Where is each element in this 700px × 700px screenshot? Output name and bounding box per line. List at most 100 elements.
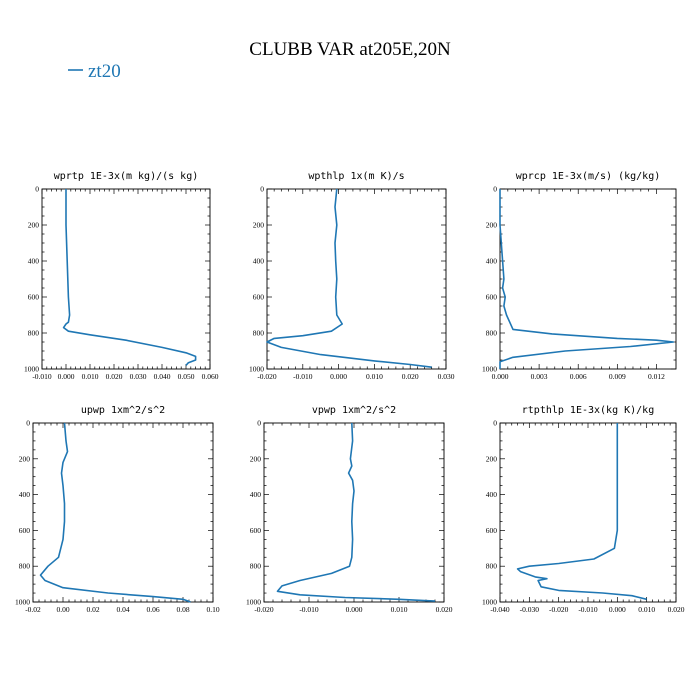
x-tick-label: -0.010 xyxy=(578,605,598,614)
x-tick-label: 0.06 xyxy=(146,605,159,614)
x-tick-label: 0.010 xyxy=(82,372,99,381)
panel-title: rtpthlp 1E-3x(kg K)/kg xyxy=(522,405,654,416)
x-tick-label: 0.000 xyxy=(609,605,626,614)
x-tick-label: 0.020 xyxy=(106,372,123,381)
x-tick-label: 0.060 xyxy=(202,372,219,381)
x-tick-label: 0.030 xyxy=(438,372,455,381)
x-tick-label: -0.010 xyxy=(299,605,319,614)
y-tick-label: 0 xyxy=(26,419,30,428)
y-tick-label: 800 xyxy=(253,329,265,338)
y-tick-label: 400 xyxy=(253,257,265,266)
y-tick-label: 1000 xyxy=(15,598,30,607)
x-tick-label: 0.04 xyxy=(116,605,129,614)
plot-frame xyxy=(266,188,447,370)
legend: zt20 xyxy=(68,61,121,82)
y-tick-label: 1000 xyxy=(482,598,497,607)
x-tick-label: 0.020 xyxy=(402,372,419,381)
chart-panel-6: rtpthlp 1E-3x(kg K)/kg02004006008001000-… xyxy=(482,405,685,614)
x-tick-label: 0.010 xyxy=(638,605,655,614)
series-line xyxy=(62,189,197,366)
y-tick-label: 400 xyxy=(486,490,498,499)
x-tick-label: 0.000 xyxy=(346,605,363,614)
x-tick-label: -0.020 xyxy=(257,372,277,381)
y-tick-label: 1000 xyxy=(24,365,39,374)
x-tick-label: 0.040 xyxy=(154,372,171,381)
chart-panel-4: upwp 1xm^2/s^2 0 200 400 600 800 1000-0.02 0.00… xyxy=(15,405,220,614)
x-tick-label: 0.08 xyxy=(176,605,189,614)
panel-title: upwp 1xm^2/s^2 xyxy=(81,405,165,416)
x-tick-label: -0.040 xyxy=(490,605,510,614)
y-tick-label: 200 xyxy=(19,454,31,463)
plot-frame xyxy=(263,422,445,603)
x-tick-label: 0.020 xyxy=(436,605,453,614)
x-tick-label: 0.000 xyxy=(330,372,347,381)
y-tick-label: 800 xyxy=(19,562,31,571)
figure-title: CLUBB VAR at205E,20N xyxy=(249,39,451,60)
x-tick-label: 0.10 xyxy=(206,605,219,614)
y-tick-label: 200 xyxy=(486,454,498,463)
y-tick-label: 1000 xyxy=(246,598,261,607)
series-line xyxy=(276,422,436,602)
chart-panel-5: vpwp 1xm^2/s^2 0 200 400 600 800 1000-0.020 -0.… xyxy=(246,405,453,614)
x-tick-label: 0.00 xyxy=(56,605,69,614)
panel-title: vpwp 1xm^2/s^2 xyxy=(312,405,396,416)
panel-title: wprcp 1E-3x(m/s) (kg/kg) xyxy=(516,171,661,182)
y-tick-label: 200 xyxy=(28,221,40,230)
chart-panel-1: wprtp 1E-3x(m kg)/(s kg) 0 200 400 600 800 100… xyxy=(24,171,219,381)
x-tick-label: -0.020 xyxy=(549,605,569,614)
legend-label: zt20 xyxy=(88,61,121,82)
x-tick-label: 0.012 xyxy=(648,372,665,381)
x-tick-label: 0.030 xyxy=(130,372,147,381)
x-tick-label: -0.010 xyxy=(32,372,52,381)
series-line xyxy=(39,422,191,603)
y-tick-label: 800 xyxy=(250,562,262,571)
panel-title: wpthlp 1x(m K)/s xyxy=(308,171,404,182)
x-tick-label: 0.000 xyxy=(492,372,509,381)
x-tick-label: -0.010 xyxy=(293,372,313,381)
y-tick-label: 600 xyxy=(253,293,265,302)
y-tick-label: 600 xyxy=(250,526,262,535)
series-line xyxy=(499,189,675,369)
plot-frame xyxy=(499,188,677,370)
x-tick-label: 0.000 xyxy=(58,372,75,381)
x-tick-label: -0.02 xyxy=(25,605,41,614)
chart-panel-2: wpthlp 1x(m K)/s 0 200 400 600 800 1000-0.020 -… xyxy=(249,171,455,381)
y-tick-label: 200 xyxy=(486,221,498,230)
x-tick-label: 0.006 xyxy=(570,372,587,381)
y-tick-label: 600 xyxy=(28,293,40,302)
x-tick-label: 0.050 xyxy=(178,372,195,381)
series-line xyxy=(266,188,432,368)
y-tick-label: 200 xyxy=(250,454,262,463)
y-tick-label: 600 xyxy=(486,293,498,302)
y-tick-label: 0 xyxy=(35,185,39,194)
x-tick-label: 0.02 xyxy=(86,605,99,614)
y-tick-label: 400 xyxy=(28,257,40,266)
x-tick-label: -0.030 xyxy=(520,605,540,614)
y-tick-label: 800 xyxy=(486,562,498,571)
y-tick-label: 0 xyxy=(493,419,497,428)
x-tick-label: 0.010 xyxy=(366,372,383,381)
x-tick-label: 0.003 xyxy=(531,372,548,381)
y-tick-label: 200 xyxy=(253,221,265,230)
y-tick-label: 800 xyxy=(28,329,40,338)
y-tick-label: 0 xyxy=(493,185,497,194)
y-tick-label: 400 xyxy=(486,257,498,266)
y-tick-label: 600 xyxy=(486,526,498,535)
y-tick-label: 400 xyxy=(19,490,31,499)
x-tick-label: 0.009 xyxy=(609,372,626,381)
plot-frame xyxy=(499,422,677,603)
y-tick-label: 400 xyxy=(250,490,262,499)
y-tick-label: 0 xyxy=(260,185,264,194)
plot-frame xyxy=(32,422,214,603)
y-tick-label: 0 xyxy=(257,419,261,428)
panel-title: wprtp 1E-3x(m kg)/(s kg) xyxy=(54,171,199,182)
y-tick-label: 1000 xyxy=(249,365,264,374)
panels: wprtp 1E-3x(m kg)/(s kg) 0 200 400 600 800 100… xyxy=(15,171,685,614)
x-tick-label: 0.020 xyxy=(668,605,685,614)
x-tick-label: 0.010 xyxy=(391,605,408,614)
chart-panel-3: wprcp 1E-3x(m/s) (kg/kg) 0 200 400 600 800 100… xyxy=(482,171,677,381)
y-tick-label: 600 xyxy=(19,526,31,535)
series-line xyxy=(516,423,647,601)
y-tick-label: 800 xyxy=(486,329,498,338)
